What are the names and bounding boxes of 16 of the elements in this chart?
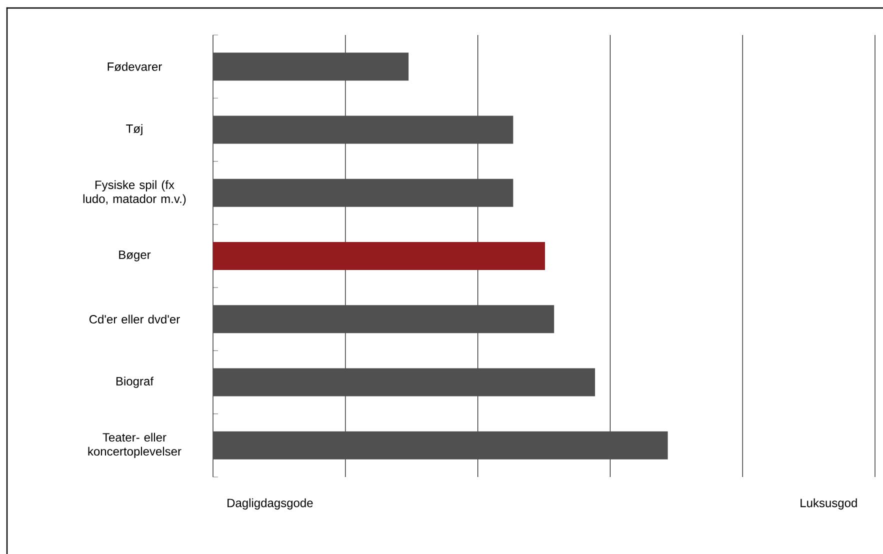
bar [213, 305, 554, 334]
y-tick-label: Fødevarer [108, 62, 162, 72]
y-tick-label: Tøj [126, 124, 142, 136]
y-tick-label: Fysiske spil (fx ludo, matador m.v.) [83, 180, 186, 206]
text: Luksusgod [800, 498, 857, 510]
y-tick-label: Bøger [119, 250, 151, 262]
y-tick-label: Biograf [116, 376, 154, 388]
bar [213, 368, 596, 396]
bar [213, 178, 514, 207]
bar [213, 116, 514, 144]
bar [213, 431, 668, 460]
bar [213, 52, 409, 81]
y-tick-label: Cd'er eller dvd'er [89, 314, 180, 324]
bar [213, 242, 546, 270]
y-tick-label: Teater- eller koncertoplevelser [88, 432, 182, 458]
text: Dagligdagsgode [228, 498, 313, 510]
